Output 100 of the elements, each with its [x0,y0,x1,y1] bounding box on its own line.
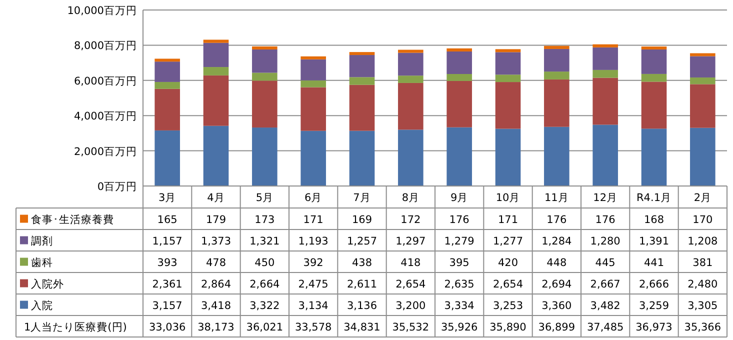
y-tick-label: 8,000百万円 [74,40,137,52]
text: 1人当たり医療費(円) [24,320,127,334]
text: 33,036 [148,321,186,334]
bar [398,76,424,83]
data-label: 418 [400,256,421,269]
data-label: 2,667 [590,278,620,290]
text: 35,890 [490,321,526,334]
data-label: 381 [692,256,713,269]
bar [495,128,521,186]
bar [641,46,667,50]
text: 36,021 [246,321,284,334]
bar [349,130,375,186]
bar [690,84,716,128]
bar [446,127,472,186]
bar [203,42,229,68]
x-tick-label: 5月 [256,192,274,204]
data-label: 393 [157,256,178,269]
data-label: 3,334 [444,300,475,312]
data-label: 3,157 [152,300,182,312]
bar [398,82,424,130]
data-label: 392 [303,256,324,269]
text: 35,926 [440,321,478,334]
bar [690,77,716,84]
data-label: 3,200 [396,300,426,312]
data-label: 173 [254,214,275,226]
bar [495,52,521,75]
x-tick-label: 9月 [450,192,468,204]
bar [252,80,278,128]
data-label: 165 [157,214,178,226]
data-label: 1,277 [492,235,524,248]
bar [592,70,618,78]
data-label: 2,694 [542,278,572,290]
bar [203,75,229,126]
data-label: 2,864 [200,278,232,290]
bar [252,46,278,50]
data-label: 445 [595,256,616,269]
x-tick-label: 10月 [496,192,520,204]
bar [203,67,229,76]
bar [641,128,667,186]
data-label: 171 [498,214,518,226]
bar [349,84,375,131]
bar [495,49,521,52]
data-label: 2,654 [492,278,524,290]
data-label: 1,280 [590,235,620,248]
data-label: 1,193 [298,235,328,248]
bar [154,130,180,186]
data-label: 1,297 [396,235,426,248]
data-label: 2,475 [298,278,328,290]
data-label: 2,361 [152,278,182,290]
legend-label: 入院 [31,298,53,312]
bar [495,82,521,129]
bar [300,87,326,131]
bar [349,55,375,78]
data-label: 3,305 [688,300,718,312]
data-label: 2,480 [688,278,718,290]
data-label: 2,611 [346,278,378,290]
data-label: 420 [498,256,518,269]
legend-label: 食事･生活療養費 [31,212,114,226]
data-label: 441 [644,256,664,269]
text: 33,578 [294,321,332,334]
bar [446,51,472,74]
data-label: 3,134 [298,300,329,312]
bar [203,40,229,43]
data-label: 2,666 [638,278,670,290]
data-label: 438 [352,256,372,269]
data-label: 1,279 [444,235,474,248]
bar [641,49,667,74]
bar [300,56,326,60]
data-label: 3,482 [590,300,620,312]
x-tick-label: 12月 [593,192,618,204]
data-label: 170 [692,214,713,226]
legend-label: 歯科 [31,256,53,269]
bar [398,130,424,186]
data-label: 3,322 [250,300,280,312]
bar [544,79,570,127]
x-tick-label: 4月 [207,192,225,204]
data-label: 176 [546,214,568,226]
data-label: 176 [595,214,616,226]
data-label: 1,391 [638,235,670,248]
data-label: 2,635 [444,278,474,290]
text: 35,366 [684,321,722,334]
bar [300,130,326,186]
text: 38,173 [198,321,234,334]
bar [154,82,180,89]
text: 36,899 [538,321,576,334]
x-tick-label: 11月 [544,192,569,204]
data-label: 395 [449,256,470,269]
data-label: 171 [303,214,324,226]
bar [446,74,472,81]
bar [544,48,570,72]
bar [398,50,424,53]
bar [154,88,180,130]
bar [690,53,716,56]
bar [690,56,716,78]
data-label: 1,321 [250,235,280,248]
y-tick-label: 10,000百万円 [67,5,137,17]
bar [544,126,570,186]
bar [300,59,326,80]
data-label: 1,157 [152,235,182,248]
bar [203,126,229,186]
